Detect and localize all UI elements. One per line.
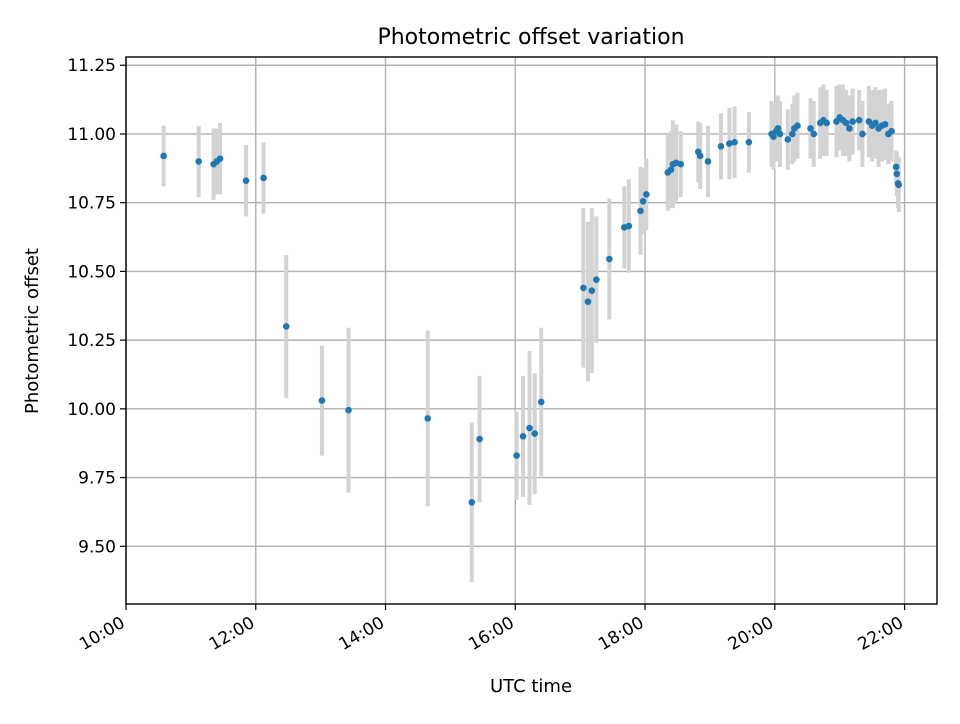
x-tick-label: 20:00 (725, 613, 777, 655)
data-point (745, 138, 753, 146)
plot-frame (125, 56, 938, 605)
data-point (625, 222, 633, 230)
data-point (513, 452, 520, 459)
y-axis-label: Photometric offset (22, 248, 43, 414)
data-point (849, 118, 856, 125)
error-bars (161, 84, 901, 583)
data-point (318, 397, 326, 404)
data-point (731, 138, 738, 146)
data-point (667, 166, 675, 173)
x-tick-label: 12:00 (206, 613, 258, 655)
data-point (704, 158, 712, 165)
y-tick-label: 9.75 (78, 469, 116, 489)
data-point (424, 415, 431, 422)
x-axis-label: UTC time (490, 676, 572, 697)
data-point (677, 160, 685, 168)
data-point (345, 406, 352, 414)
data-point (216, 155, 224, 163)
data-point (580, 284, 587, 292)
data-point (242, 177, 250, 184)
data-point (893, 170, 901, 178)
data-point (717, 143, 725, 150)
data-point (643, 191, 650, 198)
data-point (892, 163, 900, 171)
y-tick-label: 10.25 (67, 331, 116, 351)
y-tick-label: 11.00 (67, 125, 116, 145)
data-point (823, 119, 831, 127)
data-point (794, 122, 801, 130)
data-point (784, 136, 792, 143)
data-point (637, 207, 644, 215)
data-point (468, 498, 476, 506)
data-point (881, 121, 889, 128)
data-point (810, 130, 818, 138)
data-point (593, 276, 600, 283)
data-point (855, 116, 863, 124)
data-point (526, 424, 533, 432)
x-tick-label: 14:00 (336, 613, 388, 655)
data-point (282, 323, 290, 330)
data-point (726, 140, 733, 147)
data-point (476, 435, 483, 443)
y-tick-label: 11.25 (67, 56, 116, 76)
data-point (776, 130, 784, 138)
y-tick-label: 10.00 (67, 400, 116, 420)
data-point (789, 130, 796, 138)
data-point (639, 198, 647, 205)
data-point (160, 152, 167, 160)
data-point (195, 158, 202, 165)
chart-title: Photometric offset variation (377, 25, 684, 50)
y-tick-label: 10.75 (67, 194, 116, 214)
data-point (260, 174, 267, 182)
data-point (696, 152, 704, 160)
data-point (588, 287, 596, 294)
x-axis-ticks: 10:00 12:00 14:00 16:00 18:00 20:00 22:00 (76, 604, 907, 655)
data-point (846, 125, 853, 132)
x-tick-label: 16:00 (465, 613, 517, 655)
data-point (895, 181, 903, 189)
data-point (872, 119, 879, 127)
data-point (888, 127, 895, 135)
y-tick-label: 9.50 (78, 537, 116, 557)
data-point (770, 133, 777, 141)
x-tick-label: 10:00 (76, 613, 128, 655)
y-tick-label: 10.50 (67, 262, 116, 282)
x-tick-label: 22:00 (855, 613, 907, 655)
data-point (531, 430, 539, 437)
data-point (842, 119, 850, 127)
data-points (160, 114, 903, 506)
y-axis-ticks: 9.50 9.75 10.00 10.25 10.50 10.75 11.00 11.25 (67, 56, 126, 557)
data-point (519, 433, 527, 440)
x-tick-label: 18:00 (595, 613, 647, 655)
data-point (774, 125, 782, 132)
data-point (807, 125, 814, 132)
data-point (584, 298, 592, 305)
data-point (606, 255, 613, 263)
data-point (859, 130, 866, 138)
data-point (537, 398, 545, 406)
